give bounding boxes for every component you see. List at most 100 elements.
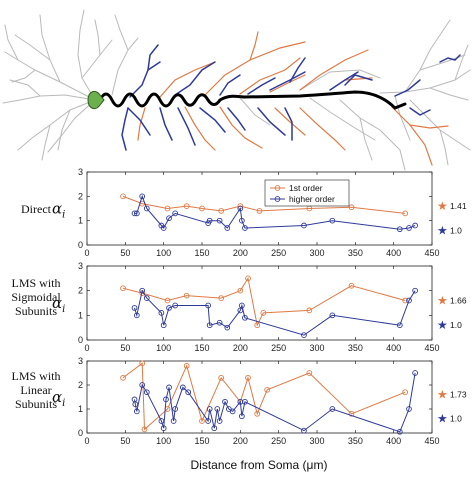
y-tick-label: 3	[78, 356, 83, 366]
data-point	[183, 292, 190, 299]
data-point	[254, 410, 261, 417]
series-line-first-order	[122, 195, 406, 214]
row-label: Linear	[20, 383, 51, 397]
row-label: Direct	[21, 202, 52, 216]
data-point	[206, 406, 213, 412]
soma	[87, 90, 105, 110]
data-point	[239, 413, 245, 420]
y-axis-label: αi	[52, 294, 65, 315]
data-point	[143, 295, 150, 301]
data-point	[329, 312, 336, 319]
data-point	[402, 389, 409, 396]
data-point	[160, 425, 167, 432]
data-point	[141, 426, 148, 433]
data-point	[172, 406, 179, 412]
data-point	[306, 370, 313, 376]
x-tick-label: 450	[424, 436, 439, 446]
data-point	[206, 217, 213, 224]
data-point	[158, 310, 165, 316]
end-value-label: 1.66	[450, 296, 467, 306]
x-tick-label: 450	[424, 248, 439, 258]
data-point	[199, 418, 205, 424]
data-point	[306, 307, 313, 314]
data-point	[218, 374, 225, 381]
y-tick-label: 1	[78, 310, 83, 320]
row-label: Subunits	[15, 397, 57, 411]
data-point	[160, 322, 167, 329]
data-point	[166, 215, 172, 222]
y-axis-label-sub: i	[62, 398, 65, 409]
data-point	[237, 307, 244, 314]
end-value-label: 1.0	[450, 414, 462, 424]
data-point	[242, 398, 248, 405]
x-tick-label: 50	[120, 343, 130, 353]
data-point	[245, 275, 251, 282]
data-point	[179, 384, 186, 391]
data-point	[143, 389, 150, 396]
x-tick-label: 100	[156, 436, 171, 446]
data-point	[329, 217, 336, 224]
data-point	[396, 428, 403, 435]
x-tick-label: 150	[194, 436, 209, 446]
data-point	[348, 410, 355, 417]
plot-frame	[86, 171, 433, 246]
data-point	[245, 374, 251, 381]
data-point	[406, 406, 412, 412]
data-point	[183, 203, 190, 209]
data-point	[348, 204, 355, 211]
x-tick-label: 50	[120, 248, 130, 258]
series-line-higher-order	[134, 289, 416, 336]
row-label: LMS with	[11, 369, 60, 383]
legend-box	[264, 179, 350, 207]
y-tick-label: 2	[78, 380, 83, 390]
end-value-label: 1.0	[450, 320, 462, 330]
end-value-label: 1.41	[450, 201, 467, 211]
data-point	[139, 287, 146, 294]
plot-frame	[86, 360, 433, 434]
star-icon: ★	[437, 294, 448, 308]
plot-frame	[86, 265, 433, 341]
y-tick-label: 2	[78, 286, 83, 296]
series-line-first-order	[122, 362, 406, 431]
data-point	[185, 389, 192, 396]
data-point	[412, 287, 418, 294]
x-tick-label: 250	[271, 343, 286, 353]
x-tick-label: 200	[233, 343, 248, 353]
series-line-first-order	[122, 276, 406, 327]
data-point	[164, 205, 171, 212]
star-icon: ★	[437, 412, 448, 426]
x-tick-label: 250	[271, 436, 286, 446]
series-line-higher-order	[134, 372, 416, 433]
data-point	[329, 406, 336, 412]
row-label: Subunits	[15, 304, 57, 318]
data-point	[120, 374, 126, 381]
x-tick-label: 250	[271, 248, 286, 258]
legend-entry: higher order	[289, 194, 335, 204]
data-point	[132, 401, 139, 408]
data-point	[172, 302, 179, 309]
y-tick-label: 3	[78, 261, 83, 271]
data-point	[214, 406, 221, 412]
data-point	[205, 418, 211, 424]
y-tick-label: 0	[78, 335, 83, 345]
data-point	[216, 319, 223, 326]
data-point	[402, 297, 409, 304]
data-point	[158, 418, 165, 424]
data-point	[133, 312, 140, 319]
data-point	[396, 322, 403, 329]
data-point	[402, 210, 409, 217]
star-icon: ★	[437, 318, 448, 332]
x-tick-label: 400	[386, 248, 401, 258]
end-value-label: 1.0	[450, 225, 462, 235]
x-tick-label: 0	[84, 343, 89, 353]
data-point	[133, 408, 140, 415]
x-tick-label: 100	[156, 343, 171, 353]
data-point	[206, 322, 213, 329]
data-point	[170, 418, 177, 424]
data-point	[166, 305, 172, 311]
data-point	[120, 285, 126, 292]
data-point	[301, 427, 307, 434]
